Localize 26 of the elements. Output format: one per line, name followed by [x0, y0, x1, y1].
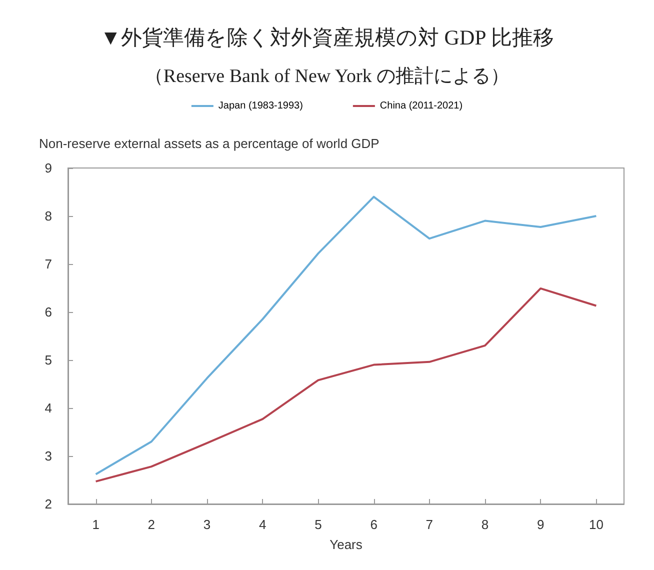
x-tick-label: 2 [148, 517, 156, 532]
line-series [94, 196, 598, 476]
x-tick-label: 1 [92, 517, 100, 532]
x-axis-title: Years [330, 537, 363, 552]
x-tick-label: 3 [203, 517, 211, 532]
x-tick-label: 6 [370, 517, 378, 532]
y-tick-label: 9 [44, 160, 52, 176]
x-tick-label: 9 [536, 517, 544, 532]
x-tick-label: 4 [258, 517, 266, 532]
y-tick-label: 5 [44, 352, 52, 368]
x-tick-label: 10 [588, 517, 604, 532]
y-tick-label: 3 [44, 448, 52, 464]
legend-label: China (2011-2021) [380, 100, 463, 112]
chart-subtitle: （Reserve Bank of New York の推計による） [144, 66, 510, 87]
y-tick-label: 8 [44, 208, 52, 224]
y-tick-label: 7 [44, 256, 52, 272]
chart-title: ▼外貨準備を除く対外資産規模の対 GDP 比推移 [100, 26, 554, 50]
y-tick-label: 6 [44, 304, 52, 320]
y-axis-title: Non-reserve external assets as a percentage of world GDP [39, 136, 380, 151]
x-tick-label: 8 [481, 517, 489, 532]
line-series [94, 287, 598, 482]
y-tick-label: 4 [44, 400, 52, 416]
legend-label: Japan (1983-1993) [218, 100, 303, 112]
x-tick-label: 5 [314, 517, 322, 532]
y-tick-label: 2 [44, 496, 52, 512]
x-tick-label: 7 [426, 517, 434, 532]
